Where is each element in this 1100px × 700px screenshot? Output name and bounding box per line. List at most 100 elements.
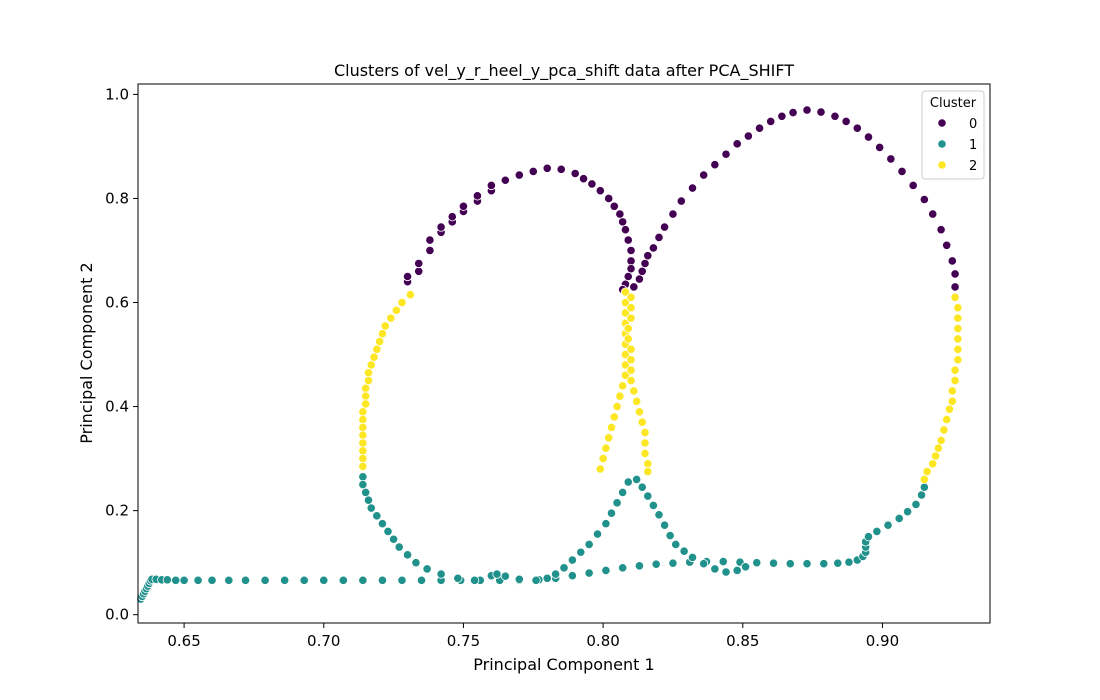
legend-label: 1 [969, 138, 977, 153]
data-point [567, 555, 577, 565]
data-point [618, 563, 628, 573]
data-point [919, 482, 929, 492]
y-tick-label: 0.8 [105, 189, 129, 207]
data-point [472, 191, 482, 201]
data-point [626, 344, 636, 354]
data-point [514, 170, 524, 180]
legend-marker [937, 160, 947, 170]
data-point [939, 425, 949, 435]
data-point [358, 575, 368, 585]
data-point [623, 235, 633, 245]
data-point [551, 569, 561, 579]
data-point [207, 575, 217, 585]
data-point [710, 564, 720, 574]
plot-frame [137, 83, 991, 624]
data-point [606, 422, 617, 432]
data-point [637, 417, 647, 427]
data-point [620, 287, 631, 297]
data-point [618, 217, 628, 227]
data-point [908, 180, 918, 191]
data-point [372, 344, 382, 354]
data-point [380, 321, 390, 331]
data-point [358, 422, 368, 432]
data-point [640, 427, 650, 438]
data-point [411, 558, 421, 568]
data-point [559, 563, 569, 573]
data-point [436, 569, 446, 579]
data-point [766, 116, 776, 127]
data-point [626, 245, 636, 256]
data-point [601, 565, 611, 576]
data-point [833, 558, 843, 568]
data-point [732, 565, 742, 576]
data-point [819, 559, 829, 569]
x-axis-label: Principal Component 1 [473, 655, 654, 674]
data-point [623, 477, 633, 487]
data-point [629, 386, 639, 396]
data-point [950, 269, 960, 279]
data-point [358, 453, 368, 464]
data-point [612, 498, 622, 508]
data-point [942, 240, 952, 250]
data-point [576, 547, 586, 557]
data-point [875, 142, 885, 153]
data-point [802, 105, 812, 115]
data-point [785, 559, 795, 569]
data-point [609, 412, 619, 422]
data-point [453, 573, 463, 583]
data-point [668, 558, 678, 568]
data-point [584, 568, 594, 578]
data-point [470, 575, 480, 585]
data-point [595, 464, 605, 474]
data-point [626, 313, 636, 323]
data-point [679, 546, 689, 556]
data-point [933, 443, 943, 453]
data-point [224, 575, 234, 585]
x-tick-label: 0.65 [167, 632, 200, 650]
data-point [886, 154, 896, 164]
data-point [626, 375, 636, 386]
data-point [626, 365, 636, 375]
data-point [425, 235, 435, 245]
legend: Cluster 0 1 2 [921, 90, 985, 180]
data-point [919, 194, 929, 205]
chart-title: Clusters of vel_y_r_heel_y_pca_shift dat… [334, 61, 794, 81]
data-point [394, 542, 404, 552]
data-point [863, 532, 874, 542]
data-point [640, 448, 650, 458]
data-point [402, 550, 413, 560]
y-tick-label: 1.0 [105, 85, 129, 103]
data-point [671, 539, 681, 550]
data-point [383, 526, 393, 537]
data-point [699, 170, 709, 180]
data-point [922, 466, 932, 477]
data-point [626, 292, 636, 302]
data-point [338, 575, 348, 585]
data-point [676, 196, 686, 206]
data-point [648, 500, 658, 511]
data-point [240, 575, 251, 585]
data-point [844, 557, 854, 567]
series-cluster-2 [358, 287, 963, 485]
data-point [944, 404, 955, 414]
data-point [584, 539, 594, 550]
data-point [618, 381, 628, 391]
data-point [363, 495, 374, 505]
data-point [592, 529, 603, 539]
data-point [402, 271, 413, 282]
data-point [388, 534, 399, 544]
data-point [626, 355, 636, 365]
data-point [911, 499, 921, 509]
legend-title: Cluster [930, 96, 977, 111]
data-point [687, 183, 698, 193]
data-point [601, 443, 611, 453]
data-point [816, 107, 826, 117]
data-point [556, 164, 566, 174]
data-point [620, 297, 631, 308]
data-point [643, 466, 653, 477]
data-point [319, 575, 329, 585]
data-point [358, 480, 368, 490]
data-point [447, 212, 457, 222]
data-point [629, 282, 639, 292]
data-point [358, 472, 368, 482]
